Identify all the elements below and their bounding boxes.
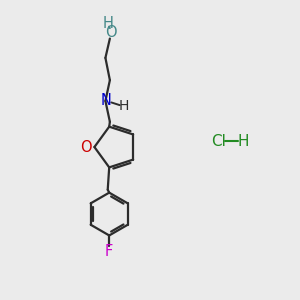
Text: F: F	[105, 244, 113, 259]
Text: O: O	[80, 140, 92, 154]
Text: H: H	[103, 16, 114, 31]
Text: H: H	[238, 134, 249, 148]
Text: Cl: Cl	[211, 134, 226, 148]
Text: N: N	[100, 94, 111, 109]
Text: O: O	[105, 25, 116, 40]
Text: H: H	[119, 99, 129, 113]
